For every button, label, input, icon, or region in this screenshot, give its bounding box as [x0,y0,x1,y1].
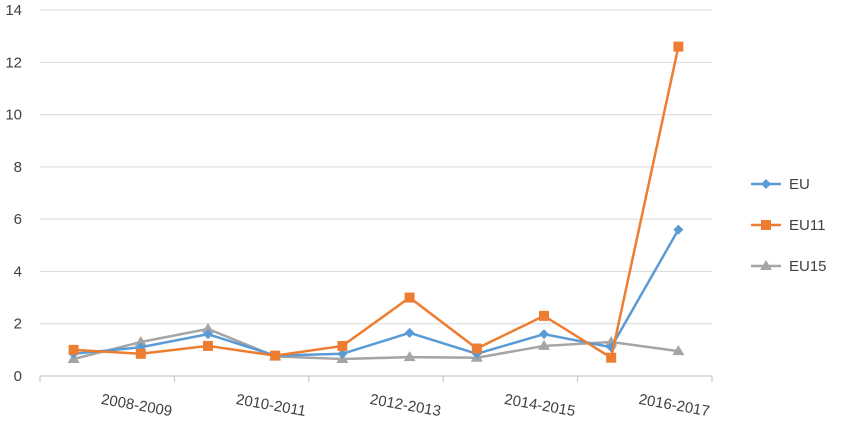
y-tick-label: 14 [5,2,22,19]
legend-item-eu11: EU11 [751,217,825,234]
data-point-eu [404,327,415,338]
data-point-eu11 [337,340,348,351]
x-tick-label: 2012-2013 [369,391,443,420]
y-tick-label: 8 [14,159,22,176]
legend-swatch-marker [760,260,772,270]
legend-item-eu15: EU15 [751,258,827,275]
legend-item-eu: EU [751,176,810,193]
x-tick-label: 2008-2009 [100,391,174,420]
data-point-eu [203,329,213,340]
x-tick-label: 2016-2017 [637,391,711,420]
data-point-eu15 [202,322,214,333]
data-point-eu15 [134,336,147,347]
data-point-eu11 [471,343,482,354]
y-tick-label: 2 [14,316,22,333]
data-point-eu11 [606,352,617,363]
series-eu [68,224,684,361]
data-point-eu [539,329,549,340]
legend-label: EU15 [789,258,827,275]
data-point-eu11 [135,348,146,359]
data-point-eu15 [672,345,685,356]
gridlines [40,9,712,325]
y-tick-label: 6 [14,211,22,228]
series-line-eu15 [73,327,679,361]
data-point-eu11 [270,350,281,361]
data-point-eu15 [538,339,550,350]
data-point-eu11 [203,340,213,351]
data-point-eu [337,348,348,359]
legend: EU EU11 EU15 [751,176,827,275]
y-tick-label: 12 [5,54,22,71]
series-line-eu [73,228,680,357]
data-point-eu11 [68,344,79,355]
series-group [67,41,685,364]
legend-swatch-marker [761,220,771,230]
data-point-eu [673,224,684,235]
legend-label: EU [789,176,810,193]
data-point-eu15 [403,351,416,362]
data-point-eu11 [673,41,684,52]
legend-label: EU11 [789,217,825,234]
data-point-eu11 [404,292,415,303]
y-tick-label: 4 [14,263,22,280]
y-tick-label: 10 [5,107,22,124]
legend-swatch-marker [761,179,771,189]
data-point-eu11 [539,310,549,321]
series-line-eu11 [73,46,680,360]
x-tick-label: 2010-2011 [235,391,308,420]
series-eu11 [68,41,684,363]
x-tick-label: 2014-2015 [503,391,577,420]
y-tick-label: 0 [14,368,22,385]
